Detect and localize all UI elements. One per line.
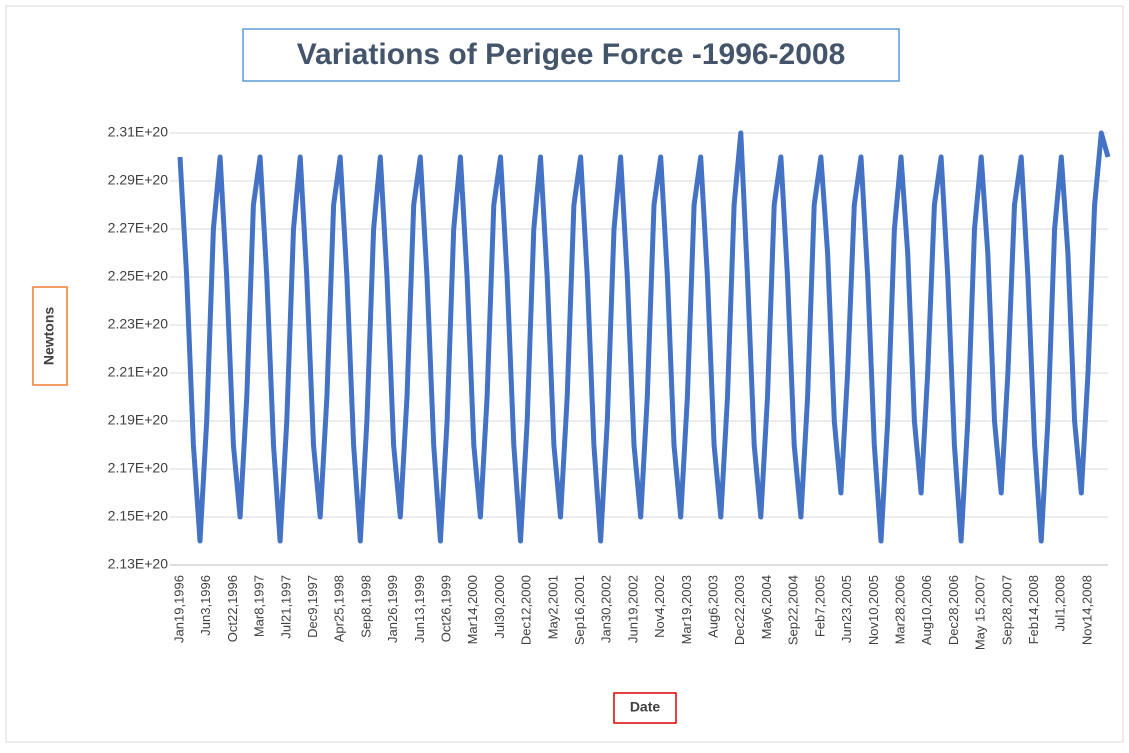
- x-tick-label: Sep28,2007: [999, 575, 1014, 645]
- y-axis-title: Newtons: [41, 307, 57, 366]
- x-tick-label: Dec9,1997: [305, 575, 320, 638]
- x-tick-label: Jan19,1996: [171, 575, 186, 643]
- x-tick-label: Sep8,1998: [358, 575, 373, 638]
- title-box: [242, 28, 900, 82]
- y-tick-label: 2.15E+20: [108, 508, 169, 524]
- y-tick-label: 2.25E+20: [108, 268, 169, 284]
- x-tick-label: Mar28,2006: [892, 575, 907, 644]
- y-tick-label: 2.19E+20: [108, 412, 169, 428]
- y-tick-label: 2.27E+20: [108, 220, 169, 236]
- x-tick-label: Nov4,2002: [652, 575, 667, 638]
- x-tick-label: Sep16,2001: [572, 575, 587, 645]
- x-tick-label: Jun23,2005: [839, 575, 854, 643]
- x-tick-label: Dec22,2003: [732, 575, 747, 645]
- x-tick-label: Jan26,1999: [385, 575, 400, 643]
- x-tick-label: May2,2001: [545, 575, 560, 639]
- x-tick-label: Apr25,1998: [332, 575, 347, 642]
- y-tick-label: 2.31E+20: [108, 124, 169, 140]
- x-tick-label: Feb7,2005: [812, 575, 827, 637]
- y-tick-label: 2.29E+20: [108, 172, 169, 188]
- x-tick-label: Mar19,2003: [679, 575, 694, 644]
- y-tick-label: 2.13E+20: [108, 556, 169, 572]
- x-tick-label: Mar14,2000: [465, 575, 480, 644]
- x-title-box: [613, 692, 677, 724]
- x-tick-label: Oct22,1996: [225, 575, 240, 642]
- data-line: [177, 130, 1111, 544]
- x-tick-label: Feb14,2008: [1026, 575, 1041, 644]
- x-axis-title: Date: [630, 699, 661, 715]
- x-tick-label: Dec12,2000: [519, 575, 534, 645]
- x-tick-label: Nov14,2008: [1079, 575, 1094, 645]
- x-tick-label: Dec28,2006: [946, 575, 961, 645]
- y-tick-label: 2.23E+20: [108, 316, 169, 332]
- x-tick-label: Jul30,2000: [492, 575, 507, 639]
- x-tick-label: May 15,2007: [973, 575, 988, 650]
- x-tick-label: Aug10,2006: [919, 575, 934, 645]
- x-tick-label: May6,2004: [759, 575, 774, 639]
- x-tick-label: Jun19,2002: [625, 575, 640, 643]
- x-tick-label: Jun13,1999: [412, 575, 427, 643]
- y-title-box: [32, 286, 68, 386]
- x-tick-label: Aug6,2003: [706, 575, 721, 638]
- x-tick-label: Jun3,1996: [198, 575, 213, 636]
- x-tick-label: Jul1,2008: [1053, 575, 1068, 631]
- x-tick-label: Oct26,1999: [438, 575, 453, 642]
- y-tick-label: 2.21E+20: [108, 364, 169, 380]
- x-tick-label: Sep22,2004: [786, 575, 801, 645]
- x-tick-label: Jul21,1997: [278, 575, 293, 639]
- x-tick-label: Nov10,2005: [866, 575, 881, 645]
- x-tick-label: Jan30,2002: [599, 575, 614, 643]
- x-tick-label: Mar8,1997: [252, 575, 267, 637]
- y-tick-label: 2.17E+20: [108, 460, 169, 476]
- chart-title: Variations of Perigee Force -1996-2008: [297, 38, 846, 71]
